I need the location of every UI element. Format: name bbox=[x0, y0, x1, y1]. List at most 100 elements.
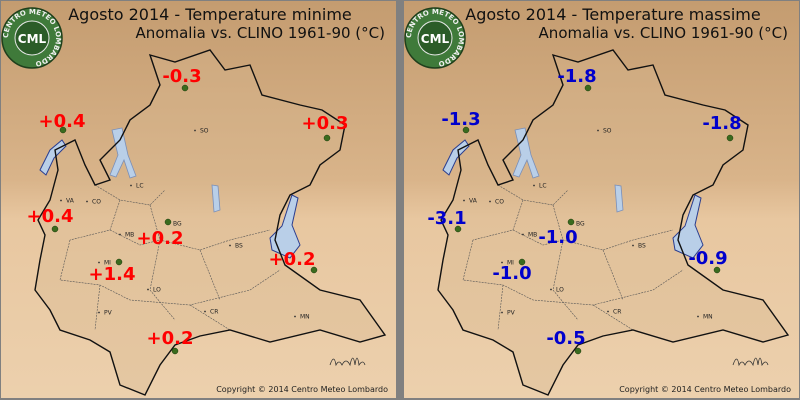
anomaly-label: -1.0 bbox=[538, 227, 577, 248]
logo-text: CML bbox=[18, 32, 47, 46]
city-dot bbox=[98, 261, 100, 264]
lake-como bbox=[109, 127, 137, 179]
city-label: PV bbox=[507, 310, 516, 317]
map-panel: Agosto 2014 - Temperature minimeAnomalia… bbox=[1, 1, 396, 398]
city-label: BG bbox=[173, 221, 182, 228]
region-outline bbox=[34, 49, 387, 396]
city-label: LO bbox=[153, 287, 161, 294]
city-dot bbox=[501, 261, 503, 264]
city-dot bbox=[597, 129, 599, 132]
city-label: BS bbox=[235, 243, 243, 250]
station-dot bbox=[51, 225, 59, 233]
anomaly-label: -0.5 bbox=[546, 328, 585, 349]
city-dot bbox=[119, 233, 121, 236]
lake-iseo bbox=[614, 184, 624, 213]
city-dot bbox=[86, 200, 88, 203]
province-borders bbox=[462, 184, 684, 331]
copyright: Copyright © 2014 Centro Meteo Lombardo bbox=[619, 385, 791, 394]
station-dot bbox=[567, 218, 575, 226]
city-dot bbox=[489, 200, 491, 203]
anomaly-label: +0.3 bbox=[302, 113, 349, 134]
lake-garda bbox=[269, 194, 301, 259]
city-label: MI bbox=[104, 260, 111, 267]
subtitle: Anomalia vs. CLINO 1961-90 (°C) bbox=[539, 24, 788, 42]
station-dot bbox=[454, 225, 462, 233]
station-dot bbox=[310, 266, 318, 274]
anomaly-label: -1.8 bbox=[557, 66, 596, 87]
city-dot bbox=[607, 310, 609, 313]
city-dot bbox=[204, 310, 206, 313]
city-dot bbox=[294, 315, 296, 318]
city-dot bbox=[550, 288, 552, 291]
city-label: CR bbox=[210, 309, 218, 316]
city-label: MN bbox=[300, 314, 310, 321]
city-label: CR bbox=[613, 309, 621, 316]
city-label: LC bbox=[539, 183, 547, 190]
station-dot bbox=[171, 347, 179, 355]
city-dot bbox=[60, 199, 62, 202]
anomaly-label: +1.4 bbox=[89, 264, 136, 285]
city-label: MI bbox=[507, 260, 514, 267]
city-label: CO bbox=[495, 199, 504, 206]
anomaly-label: +0.2 bbox=[269, 249, 316, 270]
station-dot bbox=[181, 84, 189, 92]
logo-text: CML bbox=[421, 32, 450, 46]
city-label: BS bbox=[638, 243, 646, 250]
anomaly-label: -1.8 bbox=[702, 113, 741, 134]
logo-center bbox=[14, 20, 50, 56]
station-dot bbox=[462, 126, 470, 134]
city-label: SO bbox=[603, 128, 612, 135]
anomaly-label: -1.0 bbox=[492, 263, 531, 284]
anomaly-label: +0.4 bbox=[27, 206, 74, 227]
anomaly-label: +0.2 bbox=[147, 328, 194, 349]
city-label: LO bbox=[556, 287, 564, 294]
city-label: MB bbox=[125, 232, 134, 239]
city-dot bbox=[130, 184, 132, 187]
station-dot bbox=[574, 347, 582, 355]
city-label: CO bbox=[92, 199, 101, 206]
city-label: VA bbox=[66, 198, 75, 205]
lake-garda bbox=[672, 194, 704, 259]
lake-maggiore bbox=[442, 139, 470, 176]
city-label: SO bbox=[200, 128, 209, 135]
city-dot bbox=[501, 311, 503, 314]
city-label: VA bbox=[469, 198, 478, 205]
region-outline bbox=[437, 49, 790, 396]
city-dot bbox=[533, 184, 535, 187]
station-dot bbox=[726, 134, 734, 142]
city-dot bbox=[697, 315, 699, 318]
subtitle: Anomalia vs. CLINO 1961-90 (°C) bbox=[136, 24, 385, 42]
station-dot bbox=[164, 218, 172, 226]
station-dot bbox=[59, 126, 67, 134]
station-dot bbox=[518, 258, 526, 266]
city-dot bbox=[147, 288, 149, 291]
city-label: LC bbox=[136, 183, 144, 190]
logo-center bbox=[417, 20, 453, 56]
title: Agosto 2014 - Temperature minime bbox=[68, 5, 352, 24]
station-dot bbox=[323, 134, 331, 142]
city-dot bbox=[463, 199, 465, 202]
anomaly-label: +0.4 bbox=[39, 111, 86, 132]
city-label: PV bbox=[104, 310, 113, 317]
signature bbox=[732, 357, 769, 367]
anomaly-label: -0.3 bbox=[162, 66, 201, 87]
province-borders bbox=[59, 184, 281, 331]
lake-como bbox=[512, 127, 540, 179]
station-dot bbox=[584, 84, 592, 92]
city-label: MN bbox=[703, 314, 713, 321]
city-label: BG bbox=[576, 221, 585, 228]
signature bbox=[329, 357, 366, 367]
copyright: Copyright © 2014 Centro Meteo Lombardo bbox=[216, 385, 388, 394]
city-dot bbox=[98, 311, 100, 314]
title: Agosto 2014 - Temperature massime bbox=[465, 5, 760, 24]
city-dot bbox=[229, 244, 231, 247]
city-dot bbox=[194, 129, 196, 132]
anomaly-label: -3.1 bbox=[427, 208, 466, 229]
station-dot bbox=[713, 266, 721, 274]
station-dot bbox=[115, 258, 123, 266]
anomaly-label: -1.3 bbox=[441, 109, 480, 130]
anomaly-label: -0.9 bbox=[688, 248, 727, 269]
city-dot bbox=[632, 244, 634, 247]
map-panel: Agosto 2014 - Temperature massimeAnomali… bbox=[404, 1, 799, 398]
